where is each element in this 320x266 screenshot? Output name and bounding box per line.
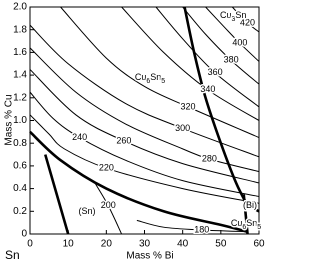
chart: Mass % Bi Mass % Cu Sn 0 10 20 30 40 50 60 0 0.2… [4, 2, 265, 263]
plot-frame [29, 6, 260, 235]
y-tick-label: 0 [21, 229, 27, 240]
isotherm [121, 6, 260, 121]
isotherm-label: 200 [101, 200, 116, 210]
isotherm-label: 380 [224, 55, 239, 65]
phase-label: Cu6Sn5 [231, 218, 261, 230]
x-tick-label: 10 [63, 239, 75, 250]
y-tick-label: 0.8 [13, 138, 27, 149]
phase-boundary [246, 204, 260, 213]
x-tick-label: 0 [27, 239, 33, 250]
isotherm-label: 320 [180, 101, 195, 111]
isotherm-label: 300 [175, 123, 190, 133]
phase-boundary [29, 130, 248, 233]
phase-label: Cu3Sn [220, 10, 246, 22]
isotherm-label: 400 [232, 38, 247, 48]
phase-label: Cu6Sn5 [135, 72, 165, 84]
y-tick-label: 1.6 [13, 47, 27, 58]
isotherm [29, 47, 260, 173]
y-tick-label: 2.0 [13, 2, 27, 13]
x-tick-label: 60 [253, 239, 265, 250]
isotherm-label: 260 [116, 135, 131, 145]
isotherm [60, 6, 260, 138]
isotherm [94, 182, 123, 235]
isotherm [29, 91, 260, 198]
phase-boundary [44, 154, 70, 235]
isotherm-label: 180 [194, 224, 209, 234]
isotherm [29, 114, 260, 204]
isotherm [155, 6, 260, 108]
y-axis-label: Mass % Cu [4, 94, 15, 145]
isotherm-label: 240 [72, 132, 87, 142]
isotherm-label: 340 [200, 84, 215, 94]
x-tick-label: 50 [215, 239, 227, 250]
isotherm-label: 360 [208, 67, 223, 77]
x-axis-label: Mass % Bi [126, 251, 173, 262]
y-tick-label: 0.4 [13, 183, 27, 194]
isotherm-label: 280 [202, 153, 217, 163]
y-tick-label: 1.8 [13, 24, 27, 35]
y-tick-label: 1.2 [13, 92, 27, 103]
x-tick-label: 40 [177, 239, 189, 250]
isotherm [136, 219, 248, 233]
x-tick-label: 20 [101, 239, 113, 250]
phase-label: (Sn) [78, 206, 95, 216]
y-tick-label: 1.4 [13, 70, 27, 81]
isotherm [205, 6, 260, 62]
y-tick-label: 1.0 [13, 115, 27, 126]
isotherm [29, 69, 260, 184]
y-tick-label: 0.2 [13, 206, 27, 217]
phase-label: (Bi) [243, 200, 257, 210]
isotherm [231, 6, 260, 33]
isotherm [29, 24, 260, 158]
isotherm-label: 220 [99, 163, 114, 173]
isotherm-label: 420 [240, 17, 255, 27]
isotherm [182, 6, 260, 85]
y-tick-label: 0.6 [13, 161, 27, 172]
x-tick-label: 30 [139, 239, 151, 250]
phase-boundary [183, 6, 249, 207]
corner-label: Sn [5, 248, 20, 262]
